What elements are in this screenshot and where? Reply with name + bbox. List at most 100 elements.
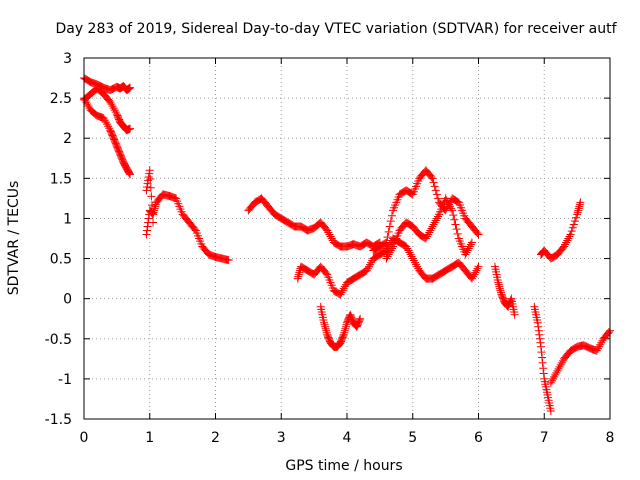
y-tick-label: -1: [58, 372, 72, 388]
data-point: [145, 166, 154, 175]
data-point: [426, 226, 435, 235]
data-point: [567, 227, 576, 236]
data-point: [147, 201, 156, 210]
grid: [84, 58, 610, 419]
data-point: [604, 328, 613, 337]
data-point: [568, 223, 577, 232]
data-point: [431, 186, 440, 195]
data-point: [471, 268, 480, 277]
x-tick-label: 6: [474, 430, 483, 446]
series-s5: [142, 166, 158, 227]
data-point: [408, 254, 417, 263]
data-point: [443, 198, 452, 207]
data-point: [424, 230, 433, 239]
data-point: [149, 210, 158, 219]
data-point: [596, 340, 605, 349]
data-point: [106, 98, 115, 107]
data-point: [430, 182, 439, 191]
data-point: [405, 248, 414, 257]
data-point: [444, 200, 453, 209]
plot-frame: [83, 57, 611, 420]
data-point: [537, 348, 546, 357]
data-point: [338, 286, 347, 295]
data-point: [574, 204, 583, 213]
data-point: [381, 239, 390, 248]
data-point: [366, 260, 375, 269]
y-tick-label: 3: [63, 51, 72, 67]
x-tick-label: 8: [606, 430, 615, 446]
data-point: [340, 282, 349, 291]
data-point: [409, 256, 418, 265]
data-point: [146, 183, 155, 192]
data-point: [462, 248, 471, 257]
y-tick-label: 2: [63, 131, 72, 147]
data-point: [469, 272, 478, 281]
data-point: [535, 334, 544, 343]
data-point: [433, 212, 442, 221]
data-point: [323, 226, 332, 235]
data-point: [546, 406, 555, 415]
data-point: [125, 169, 134, 178]
data-point: [569, 220, 578, 229]
data-point: [83, 100, 92, 109]
data-point: [386, 246, 395, 255]
data-point: [467, 274, 476, 283]
data-point: [433, 194, 442, 203]
data-point: [324, 228, 333, 237]
x-tick-label: 3: [277, 430, 286, 446]
data-point: [126, 170, 135, 179]
data-point: [108, 102, 117, 111]
data-point: [143, 183, 152, 192]
data-point: [126, 83, 135, 92]
data-point: [142, 186, 151, 195]
data-point: [534, 326, 543, 335]
data-point: [110, 106, 119, 115]
data-point: [473, 264, 482, 273]
series-s11: [490, 262, 519, 319]
data-point: [566, 230, 575, 239]
data-point: [340, 328, 349, 337]
data-point: [453, 229, 462, 238]
data-point: [461, 250, 470, 259]
data-point: [120, 160, 129, 169]
data-point: [145, 169, 154, 178]
data-point: [565, 232, 574, 241]
data-point: [111, 108, 120, 117]
series-s1: [80, 74, 135, 95]
data-point: [321, 322, 330, 331]
data-point: [470, 270, 479, 279]
data-point: [495, 284, 504, 293]
data-point: [295, 268, 304, 277]
y-tick-label: 0: [63, 292, 72, 308]
data-point: [494, 278, 503, 287]
data-point: [382, 238, 391, 247]
data-point: [146, 175, 155, 184]
data-point: [538, 358, 547, 367]
data-point: [570, 217, 579, 226]
data-point: [293, 274, 302, 283]
data-point: [149, 208, 158, 217]
data-point: [322, 328, 331, 337]
data-point: [555, 362, 564, 371]
data-point: [294, 272, 303, 281]
data-point: [536, 338, 545, 347]
data-point: [573, 210, 582, 219]
data-point: [467, 238, 476, 247]
x-axis-label: GPS time / hours: [285, 458, 402, 474]
data-point: [551, 370, 560, 379]
series-s3: [80, 94, 135, 179]
data-point: [559, 242, 568, 251]
y-tick-label: 0.5: [50, 252, 72, 268]
data-point: [340, 326, 349, 335]
data-point: [342, 320, 351, 329]
data-point: [387, 244, 396, 253]
data-point: [536, 342, 545, 351]
data-point: [413, 262, 422, 271]
data-point: [556, 360, 565, 369]
y-tick-label: 1.5: [50, 171, 72, 187]
data-point: [446, 202, 455, 211]
data-point: [466, 240, 475, 249]
data-point: [448, 206, 457, 215]
x-tick-label: 7: [540, 430, 549, 446]
